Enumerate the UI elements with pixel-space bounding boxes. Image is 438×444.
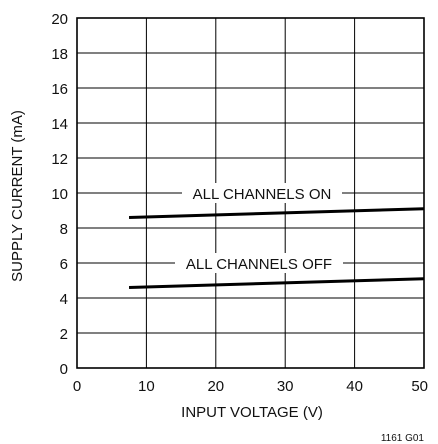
y-axis-label: SUPPLY CURRENT (mA): [9, 110, 26, 282]
x-axis-label: INPUT VOLTAGE (V): [181, 404, 323, 421]
y-tick-labels: 0 2 4 6 8 10 12 14 16 18 20: [51, 11, 68, 378]
y-tick-label: 16: [51, 81, 68, 98]
plot-frame: [76, 17, 425, 369]
y-tick-label: 8: [60, 221, 68, 238]
x-tick-labels: 0 10 20 30 40 50: [73, 378, 428, 395]
series-line: [129, 277, 425, 289]
y-tick-label: 20: [51, 11, 68, 28]
y-tick-label: 0: [60, 361, 68, 378]
x-tick-label: 20: [207, 378, 224, 395]
series-label-background: [182, 183, 342, 203]
y-tick-label: 4: [60, 291, 68, 308]
x-tick-label: 50: [411, 378, 428, 395]
series-lines: [129, 207, 425, 289]
y-tick-label: 10: [51, 186, 68, 203]
x-tick-label: 0: [73, 378, 81, 395]
y-tick-label: 12: [51, 151, 68, 168]
series-line: [129, 207, 425, 219]
series-label: ALL CHANNELS ON: [193, 186, 332, 203]
x-tick-label: 40: [346, 378, 363, 395]
series-labels: ALL CHANNELS ON ALL CHANNELS OFF: [175, 183, 343, 273]
y-tick-label: 6: [60, 256, 68, 273]
series-label-background: [175, 253, 343, 273]
y-tick-label: 2: [60, 326, 68, 343]
x-tick-label: 30: [277, 378, 294, 395]
series-label: ALL CHANNELS OFF: [186, 256, 332, 273]
figure-code: 1161 G01: [381, 433, 425, 444]
y-tick-label: 14: [51, 116, 68, 133]
x-tick-label: 10: [138, 378, 155, 395]
y-tick-label: 18: [51, 46, 68, 63]
